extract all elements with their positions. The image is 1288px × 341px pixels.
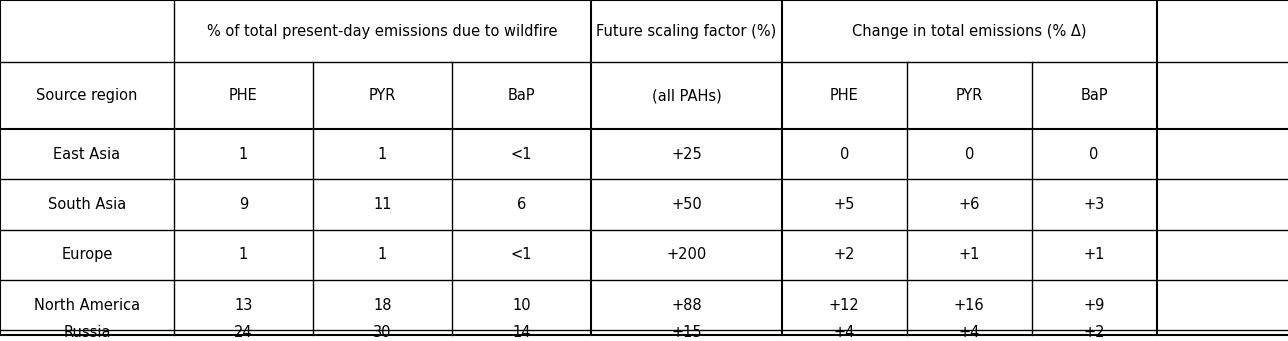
Text: Russia: Russia	[63, 325, 111, 340]
Text: +2: +2	[1083, 325, 1105, 340]
Text: Future scaling factor (%): Future scaling factor (%)	[596, 24, 777, 39]
Text: 1: 1	[377, 248, 388, 263]
Text: +5: +5	[833, 197, 855, 212]
Text: +1: +1	[958, 248, 980, 263]
Text: 14: 14	[513, 325, 531, 340]
Text: East Asia: East Asia	[53, 147, 121, 162]
Text: Change in total emissions (% Δ): Change in total emissions (% Δ)	[851, 24, 1087, 39]
Text: +1: +1	[1083, 248, 1105, 263]
Text: (all PAHs): (all PAHs)	[652, 88, 721, 103]
Text: PYR: PYR	[956, 88, 983, 103]
Text: 1: 1	[238, 248, 249, 263]
Text: +16: +16	[954, 298, 984, 313]
Text: +50: +50	[671, 197, 702, 212]
Text: +12: +12	[829, 298, 859, 313]
Text: +200: +200	[666, 248, 707, 263]
Text: Source region: Source region	[36, 88, 138, 103]
Text: PHE: PHE	[829, 88, 859, 103]
Text: 11: 11	[374, 197, 392, 212]
Text: 1: 1	[238, 147, 249, 162]
Text: 0: 0	[965, 147, 974, 162]
Text: South Asia: South Asia	[48, 197, 126, 212]
Text: 6: 6	[516, 197, 527, 212]
Text: +4: +4	[958, 325, 980, 340]
Text: North America: North America	[33, 298, 140, 313]
Text: % of total present-day emissions due to wildfire: % of total present-day emissions due to …	[207, 24, 558, 39]
Text: 0: 0	[1090, 147, 1099, 162]
Text: Europe: Europe	[62, 248, 112, 263]
Text: +6: +6	[958, 197, 980, 212]
Text: 0: 0	[840, 147, 849, 162]
Text: PHE: PHE	[229, 88, 258, 103]
Text: 24: 24	[234, 325, 252, 340]
Text: 9: 9	[238, 197, 249, 212]
Text: +3: +3	[1083, 197, 1105, 212]
Text: +2: +2	[833, 248, 855, 263]
Text: <1: <1	[511, 147, 532, 162]
Text: +4: +4	[833, 325, 855, 340]
Text: BaP: BaP	[1081, 88, 1108, 103]
Text: 13: 13	[234, 298, 252, 313]
Text: +15: +15	[671, 325, 702, 340]
Text: 18: 18	[374, 298, 392, 313]
Text: <1: <1	[511, 248, 532, 263]
Text: +88: +88	[671, 298, 702, 313]
Text: 10: 10	[513, 298, 531, 313]
Text: +25: +25	[671, 147, 702, 162]
Text: PYR: PYR	[368, 88, 397, 103]
Text: 1: 1	[377, 147, 388, 162]
Text: BaP: BaP	[507, 88, 536, 103]
Text: +9: +9	[1083, 298, 1105, 313]
Text: 30: 30	[374, 325, 392, 340]
